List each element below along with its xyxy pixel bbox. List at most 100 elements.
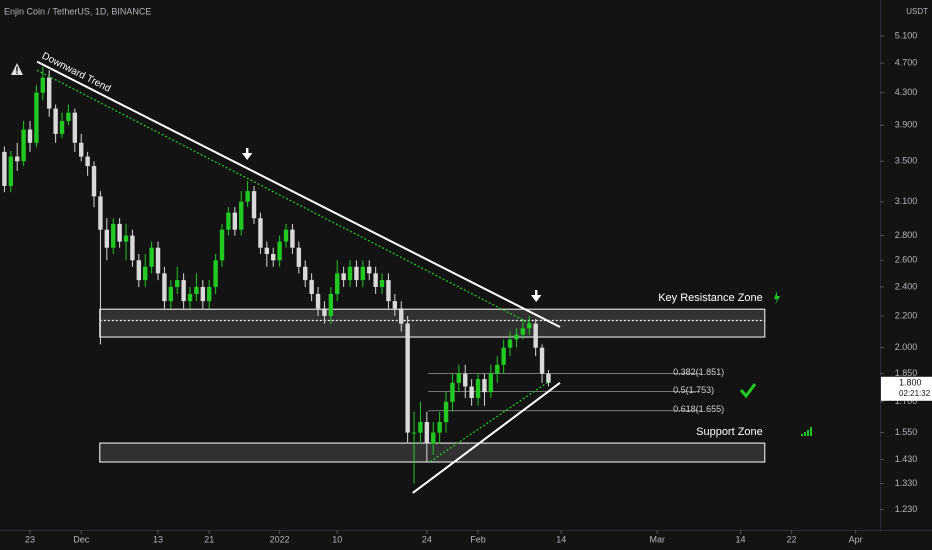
y-tick-label: 3.500 xyxy=(895,156,918,166)
candle-body xyxy=(72,112,78,143)
y-tick-label: 1.430 xyxy=(895,454,918,464)
y-tick-label: 3.900 xyxy=(895,120,918,130)
candle-body xyxy=(219,229,225,261)
candle-body xyxy=(27,129,33,143)
candle-body xyxy=(386,280,391,302)
y-tick-label: 4.300 xyxy=(895,87,918,97)
candle-body xyxy=(271,253,276,261)
fib-label: 0.382(1.851) xyxy=(673,367,724,377)
candle-body xyxy=(488,373,494,393)
candle-body xyxy=(232,212,238,230)
x-tick-label: 21 xyxy=(204,534,214,544)
candle-body xyxy=(15,156,20,162)
candle-body xyxy=(59,120,65,134)
candle-body xyxy=(149,247,154,267)
candle-body xyxy=(399,308,404,324)
y-tick-label: 3.100 xyxy=(895,196,918,206)
candle-body xyxy=(264,247,270,254)
candle-body xyxy=(501,347,506,365)
signal-icon xyxy=(801,427,812,436)
x-tick-label: Feb xyxy=(470,534,486,544)
x-tick-label: Mar xyxy=(650,534,666,544)
bolt-icon xyxy=(774,291,780,305)
candle-body xyxy=(431,432,436,444)
candle-body xyxy=(360,266,366,281)
candle-body xyxy=(303,266,308,281)
candle-body xyxy=(130,235,135,261)
last-price-label: 1.800 xyxy=(899,378,922,388)
candle-body xyxy=(456,373,462,383)
candle-body xyxy=(437,422,442,433)
candle-body xyxy=(245,191,250,202)
candle-body xyxy=(40,77,46,93)
candle-body xyxy=(91,166,97,197)
candle-body xyxy=(175,280,180,287)
candle-body xyxy=(66,112,71,121)
y-tick-label: 5.100 xyxy=(895,30,918,40)
candle-body xyxy=(181,280,186,302)
x-tick-label: 23 xyxy=(25,534,35,544)
candle-body xyxy=(239,201,244,230)
fib-label: 0.618(1.655) xyxy=(673,404,724,414)
y-tick-label: 4.700 xyxy=(895,57,918,67)
candle-body xyxy=(226,212,231,230)
candle-body xyxy=(392,301,398,309)
candle-body xyxy=(98,196,103,230)
x-tick-label: Apr xyxy=(849,534,863,544)
candle-body xyxy=(104,229,110,248)
candle-body xyxy=(373,273,378,287)
zone xyxy=(99,442,766,463)
candle-body xyxy=(463,373,468,387)
candle-body xyxy=(475,379,481,398)
x-tick-label: Dec xyxy=(73,534,90,544)
down-arrow xyxy=(242,148,253,160)
down-arrow xyxy=(531,290,542,302)
candle-body xyxy=(296,247,302,267)
x-tick-label: 10 xyxy=(332,534,342,544)
candle-body xyxy=(405,323,410,433)
fib-label: 0.5(1.753) xyxy=(673,385,714,395)
candle-body xyxy=(546,373,551,383)
candle-body xyxy=(85,156,90,167)
candle-body xyxy=(155,247,161,274)
candle-body xyxy=(8,156,14,186)
candle-body xyxy=(354,266,359,281)
candle-body xyxy=(418,422,423,433)
candle-body xyxy=(411,432,417,434)
trendline xyxy=(36,60,561,328)
candle-body xyxy=(309,280,314,294)
candle-body xyxy=(187,293,193,302)
x-tick-label: 14 xyxy=(735,534,745,544)
candle-body xyxy=(277,241,282,261)
candle-body xyxy=(379,280,385,287)
candle-body xyxy=(322,308,327,316)
zone-label: Support Zone xyxy=(696,426,763,438)
candle-body xyxy=(213,260,218,287)
countdown-label: 02:21:32 xyxy=(899,389,931,398)
candle-body xyxy=(367,266,372,274)
x-tick-label: 2022 xyxy=(270,534,290,544)
candle-body xyxy=(47,77,52,109)
candle-body xyxy=(168,286,174,302)
y-tick-label: 2.400 xyxy=(895,281,918,291)
trendline xyxy=(36,69,531,325)
candle-body xyxy=(527,323,532,329)
candle-body xyxy=(335,273,340,294)
candle-body xyxy=(469,386,474,398)
y-tick-label: 1.230 xyxy=(895,504,918,514)
candle-body xyxy=(424,422,430,444)
candle-body xyxy=(520,328,526,335)
candle-body xyxy=(258,218,263,248)
candle-body xyxy=(514,334,519,340)
x-tick-label: 13 xyxy=(153,534,163,544)
candle-body xyxy=(450,382,455,402)
y-tick-label: 1.700 xyxy=(895,396,918,406)
candle-body xyxy=(194,286,199,294)
x-tick-label: 22 xyxy=(787,534,797,544)
zone-label: Key Resistance Zone xyxy=(658,292,763,304)
candle-body xyxy=(162,273,167,302)
candle-body xyxy=(443,401,449,423)
candle-body xyxy=(143,266,148,281)
